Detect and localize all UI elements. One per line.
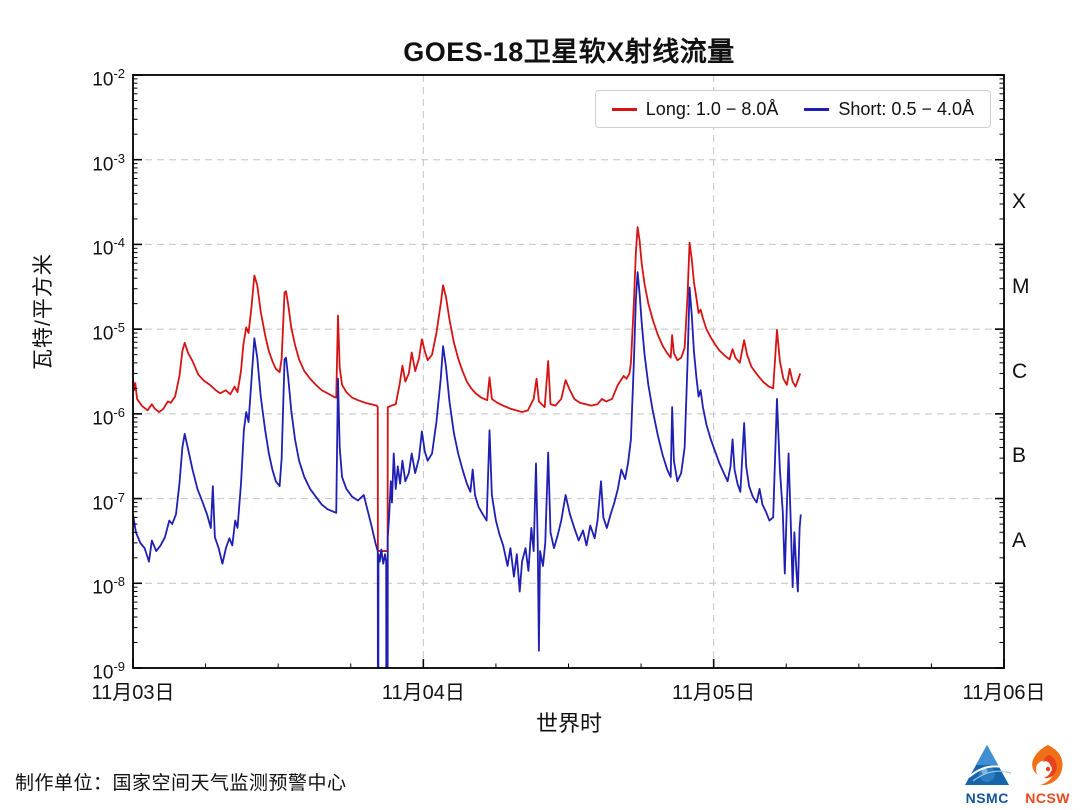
y-axis-title: 瓦特/平方米 [32, 253, 55, 370]
y-tick-label: 10-7 [92, 489, 125, 514]
legend-entry-short: Short: 0.5 − 4.0Å [804, 99, 974, 120]
ncsw-logo-text: NCSW [1025, 790, 1070, 806]
long-series-line [133, 226, 802, 552]
x-tick-label: 11月04日 [381, 682, 465, 704]
y-tick-label: 10-9 [92, 659, 125, 684]
y-tick-label: 10-6 [92, 404, 125, 430]
y-tick-label: 10-4 [92, 235, 125, 260]
flare-class-label-c: C [1012, 359, 1028, 383]
flare-class-label-b: B [1012, 444, 1027, 468]
credit-text: 制作单位：国家空间天气监测预警中心 [15, 773, 347, 794]
short-series-swatch [804, 107, 830, 111]
legend: Long: 1.0 − 8.0Å Short: 0.5 − 4.0Å [594, 90, 991, 128]
flare-class-label-m: M [1012, 274, 1030, 298]
chart-title: GOES-18卫星软X射线流量 [403, 37, 735, 67]
flare-class-label-a: A [1012, 528, 1027, 552]
flare-class-label-x: X [1012, 190, 1027, 214]
x-tick-label: 11月05日 [672, 682, 756, 704]
legend-label-short: Short: 0.5 − 4.0Å [838, 98, 974, 119]
y-tick-label: 10-3 [92, 150, 125, 176]
ncsw-logo: NCSW [1025, 743, 1070, 806]
nsmc-logo-text: NSMC [965, 790, 1009, 806]
x-tick-label: 11月03日 [91, 682, 175, 704]
legend-label-long: Long: 1.0 − 8.0Å [645, 98, 779, 119]
short-series-line [133, 271, 802, 668]
nsmc-logo-icon [965, 745, 1012, 785]
y-tick-label: 10-2 [92, 66, 125, 91]
long-series-swatch [611, 107, 637, 111]
nsmc-logo: NSMC [961, 743, 1013, 806]
y-tick-label: 10-5 [92, 320, 125, 345]
x-tick-label: 11月06日 [962, 682, 1046, 704]
legend-entry-long: Long: 1.0 − 8.0Å [611, 98, 779, 120]
y-tick-label: 10-8 [92, 574, 125, 599]
plot-border [132, 74, 1005, 669]
ncsw-logo-icon [1031, 745, 1063, 786]
agency-logos: NSMC NCSW [961, 743, 1070, 806]
x-axis-title: 世界时 [535, 711, 602, 736]
